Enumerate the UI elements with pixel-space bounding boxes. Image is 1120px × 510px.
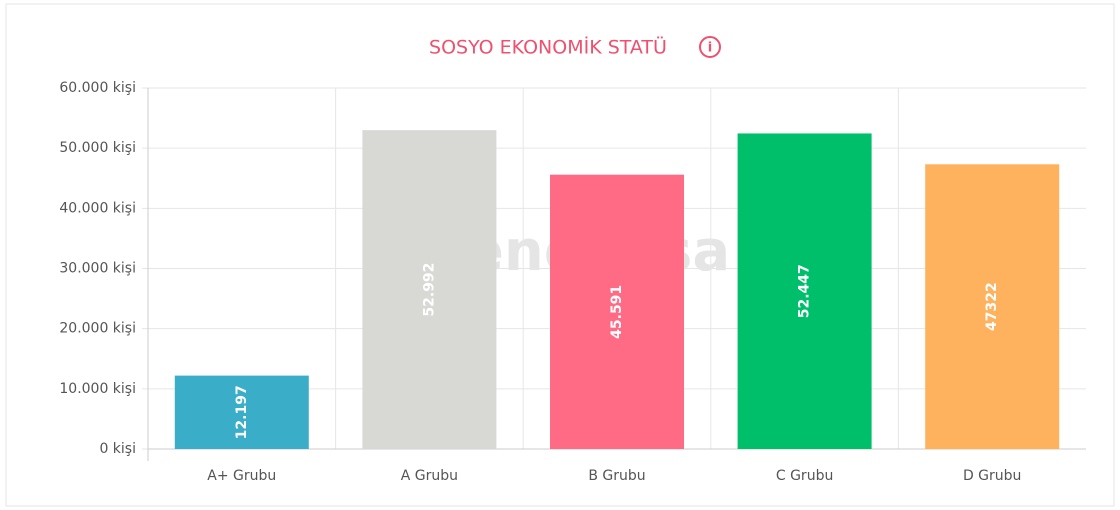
y-tick-label: 20.000 kişi <box>59 321 136 337</box>
y-tick-label: 50.000 kişi <box>59 140 136 156</box>
value-label: 47322 <box>984 282 1000 331</box>
y-tick-label: 40.000 kişi <box>59 200 136 216</box>
bar <box>925 164 1060 449</box>
x-tick-label: A Grubu <box>401 468 458 484</box>
value-label: 45.591 <box>609 285 625 339</box>
value-label: 52.447 <box>797 264 813 318</box>
value-label: 12.197 <box>234 385 250 439</box>
x-tick-label: B Grubu <box>588 468 645 484</box>
x-tick-label: D Grubu <box>963 468 1021 484</box>
info-icon[interactable]: i <box>699 36 721 58</box>
bar <box>362 130 497 449</box>
x-tick-label: A+ Grubu <box>207 468 276 484</box>
svg-text:i: i <box>708 41 712 56</box>
y-tick-label: 30.000 kişi <box>59 261 136 277</box>
value-label: 52.992 <box>421 263 437 317</box>
x-tick-label: C Grubu <box>776 468 833 484</box>
bar <box>737 133 872 449</box>
chart-title: SOSYO EKONOMİK STATÜ <box>429 36 667 59</box>
y-tick-label: 60.000 kişi <box>59 80 136 96</box>
y-tick-label: 0 kişi <box>99 441 136 457</box>
y-tick-label: 10.000 kişi <box>59 381 136 397</box>
bar <box>550 174 684 449</box>
value-label-box <box>221 378 262 447</box>
